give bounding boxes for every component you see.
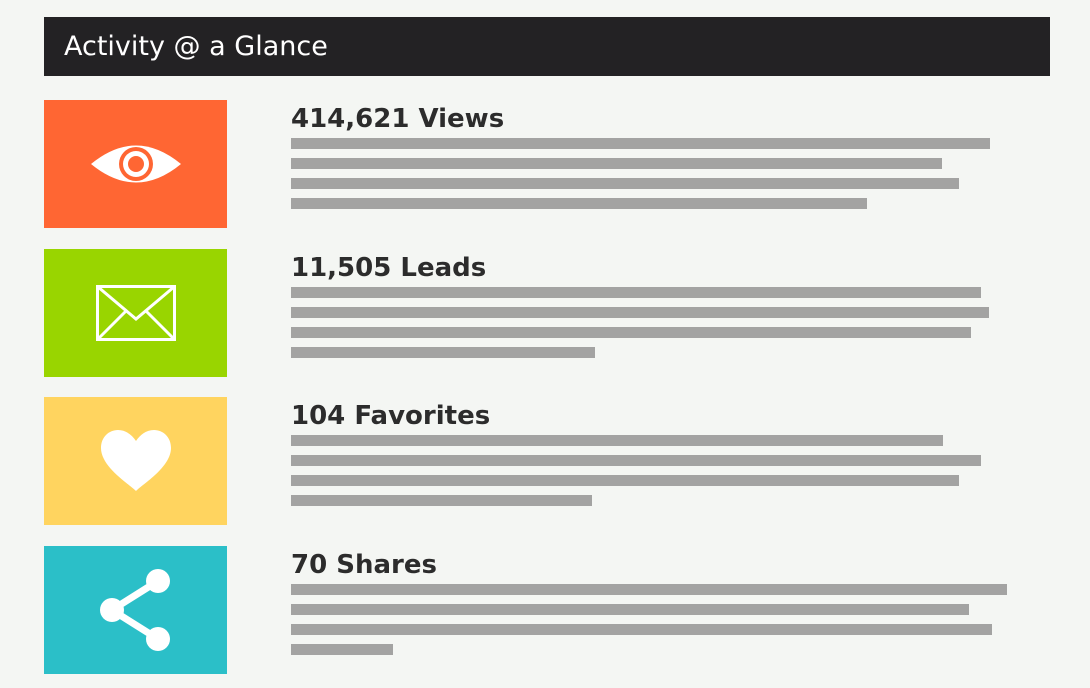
placeholder-text-line: [291, 287, 981, 298]
shares-label: 70 Shares: [291, 550, 437, 580]
placeholder-text-line: [291, 138, 990, 149]
placeholder-text-line: [291, 178, 959, 189]
placeholder-text-line: [291, 327, 971, 338]
favorites-tile: [44, 397, 227, 525]
views-tile: [44, 100, 227, 228]
placeholder-text-line: [291, 644, 393, 655]
heart-icon: [99, 429, 173, 493]
page-title: Activity @ a Glance: [64, 31, 328, 62]
placeholder-text-line: [291, 584, 1007, 595]
leads-tile: [44, 249, 227, 377]
stat-row-shares: 70 Shares: [44, 546, 1050, 674]
placeholder-text-line: [291, 307, 989, 318]
placeholder-text-line: [291, 475, 959, 486]
views-label: 414,621 Views: [291, 104, 505, 134]
placeholder-text-line: [291, 347, 595, 358]
stat-row-leads: 11,505 Leads: [44, 249, 1050, 377]
placeholder-text-line: [291, 198, 867, 209]
placeholder-text-line: [291, 455, 981, 466]
stat-row-favorites: 104 Favorites: [44, 397, 1050, 525]
shares-tile: [44, 546, 227, 674]
eye-icon: [88, 139, 184, 189]
placeholder-text-line: [291, 495, 592, 506]
envelope-icon: [95, 285, 176, 341]
header-bar: Activity @ a Glance: [44, 17, 1050, 76]
placeholder-text-line: [291, 604, 969, 615]
placeholder-text-line: [291, 435, 943, 446]
stat-row-views: 414,621 Views: [44, 100, 1050, 228]
share-icon: [98, 567, 174, 653]
leads-label: 11,505 Leads: [291, 253, 487, 283]
favorites-label: 104 Favorites: [291, 401, 491, 431]
placeholder-text-line: [291, 158, 942, 169]
placeholder-text-line: [291, 624, 992, 635]
